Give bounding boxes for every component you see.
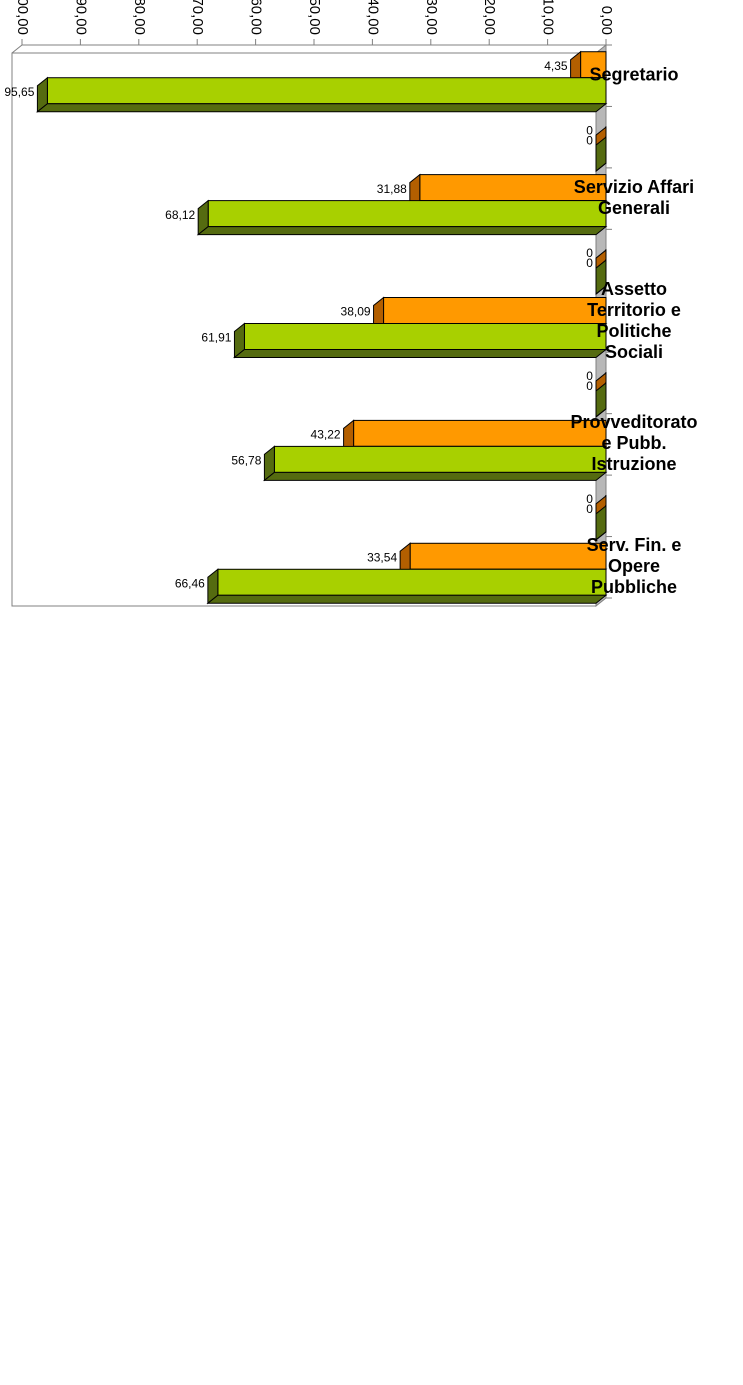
bar-presenze-side — [35, 103, 608, 113]
x-category-label: Opere — [608, 556, 660, 576]
x-category-label: Provveditorato — [570, 412, 697, 432]
x-category-label: Assetto — [601, 279, 667, 299]
bar-presenze — [273, 445, 607, 473]
y-tick-label: 50,00 — [306, 0, 323, 35]
x-category-label: Politiche — [596, 321, 671, 341]
data-label-zero: 0 — [586, 502, 593, 516]
data-label-zero: 0 — [586, 369, 593, 383]
y-tick-label: 90,00 — [72, 0, 89, 35]
chart-rotated-group: 0,00 10,00 20,00 30,00 40,00 50,00 60,00 70,00 8… — [4, 0, 698, 608]
data-label-presenze: 61,91 — [201, 331, 231, 345]
bar-presenze-side — [233, 349, 608, 358]
bar-presenze — [46, 77, 607, 105]
bar-assenze — [353, 419, 607, 447]
data-label-assenze: 38,09 — [341, 305, 371, 319]
data-label-presenze: 95,65 — [4, 85, 34, 99]
bar-presenze — [207, 200, 607, 228]
x-category-label: Sociali — [605, 342, 663, 362]
x-category-label: Territorio e — [587, 300, 681, 320]
value-axis-line — [11, 44, 606, 54]
bar-presenze — [217, 568, 607, 596]
bar-presenze-side — [262, 471, 608, 481]
data-label-zero: 0 — [586, 133, 593, 147]
bar-presenze-side — [196, 226, 608, 236]
bar-presenze — [243, 323, 607, 350]
y-tick-label: 10,00 — [540, 0, 557, 35]
y-tick-label: 70,00 — [189, 0, 206, 35]
y-tick-label: 20,00 — [481, 0, 498, 35]
data-label-assenze: 31,88 — [377, 182, 407, 196]
x-category-label: Pubbliche — [591, 577, 677, 597]
y-tick-label: 30,00 — [423, 0, 440, 35]
data-label-presenze: 66,46 — [175, 576, 205, 590]
bar-assenze — [383, 297, 607, 324]
data-label-presenze: 68,12 — [165, 208, 195, 222]
y-tick-label: 40,00 — [364, 0, 381, 35]
data-label-assenze: 4,35 — [544, 59, 568, 73]
x-category-label: Servizio Affari — [574, 177, 694, 197]
x-category-label: Serv. Fin. e — [587, 535, 682, 555]
data-label-zero: 0 — [586, 256, 593, 270]
x-category-label: Segretario — [589, 64, 678, 84]
y-tick-label: 80,00 — [131, 0, 148, 35]
bar-presenze-zero-side — [595, 408, 607, 418]
x-category-label: e Pubb. — [601, 433, 666, 453]
data-label-zero: 0 — [586, 123, 593, 137]
x-category-label: Istruzione — [591, 454, 676, 474]
data-label-presenze: 56,78 — [231, 454, 261, 468]
x-category-label: Generali — [598, 198, 670, 218]
data-label-zero: 0 — [586, 492, 593, 506]
y-tick-label: 100,00 — [14, 0, 31, 35]
bar-assenze — [409, 542, 607, 570]
data-label-zero: 0 — [586, 246, 593, 260]
data-label-zero: 0 — [586, 379, 593, 393]
y-tick-label: 60,00 — [248, 0, 265, 35]
data-label-assenze: 33,54 — [367, 550, 397, 564]
bar-presenze-zero-side — [595, 531, 607, 541]
bar-presenze-side — [206, 594, 608, 604]
bar-presenze-zero-top — [595, 259, 607, 296]
y-tick-label: 0,00 — [598, 6, 615, 35]
data-label-assenze: 43,22 — [311, 428, 341, 442]
bar-presenze-zero-top — [595, 136, 607, 173]
